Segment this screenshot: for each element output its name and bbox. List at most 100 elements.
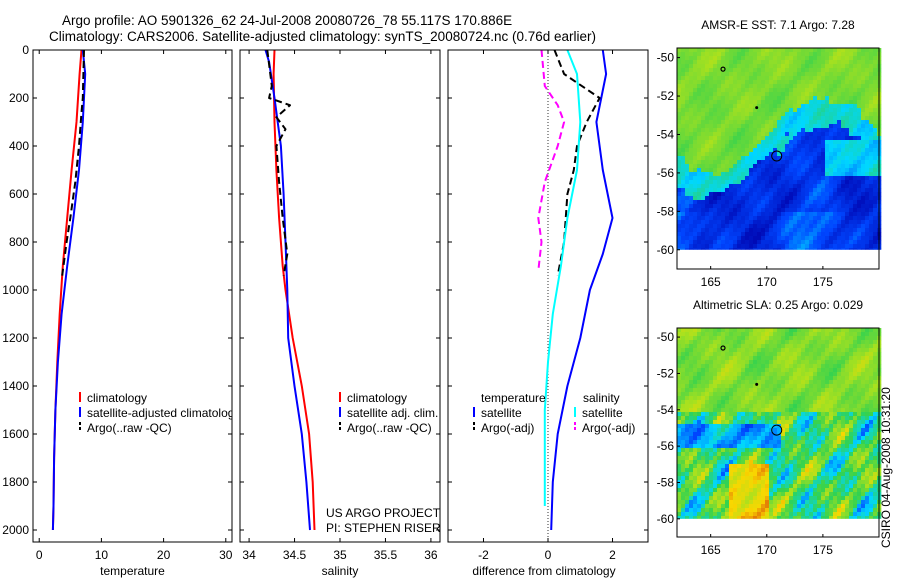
map-cell: [825, 196, 830, 201]
map-cell: [749, 108, 754, 113]
map-cell: [801, 128, 806, 133]
map-cell: [709, 76, 714, 81]
map-cell: [769, 432, 774, 437]
map-cell: [725, 64, 730, 69]
map-cell: [749, 328, 754, 333]
map-cell: [761, 120, 766, 125]
map-cell: [773, 208, 778, 213]
map-cell: [833, 348, 838, 353]
map-cell: [829, 412, 834, 417]
map-cell: [757, 384, 762, 389]
map-cell: [741, 212, 746, 217]
map-cell: [749, 412, 754, 417]
map-cell: [737, 404, 742, 409]
map-cell: [821, 84, 826, 89]
map-cell: [845, 200, 850, 205]
map-cell: [737, 180, 742, 185]
map-cell: [757, 184, 762, 189]
map-cell: [857, 372, 862, 377]
map-cell: [837, 468, 842, 473]
map-cell: [817, 132, 822, 137]
map-cell: [785, 424, 790, 429]
map-cell: [729, 136, 734, 141]
map-cell: [753, 88, 758, 93]
map-cell: [869, 352, 874, 357]
x-tick-label: 175: [813, 275, 833, 289]
map-cell: [733, 496, 738, 501]
map-cell: [789, 400, 794, 405]
map-cell: [865, 176, 870, 181]
map-cell: [765, 352, 770, 357]
map-cell: [689, 104, 694, 109]
map-cell: [693, 132, 698, 137]
map-cell: [681, 352, 686, 357]
map-cell: [709, 496, 714, 501]
map-cell: [741, 232, 746, 237]
map-cell: [837, 88, 842, 93]
map-cell: [869, 88, 874, 93]
map-cell: [805, 216, 810, 221]
map-cell: [797, 332, 802, 337]
map-cell: [749, 132, 754, 137]
map-cell: [853, 228, 858, 233]
map-cell: [697, 232, 702, 237]
map-cell: [829, 92, 834, 97]
map-cell: [773, 480, 778, 485]
map-cell: [741, 492, 746, 497]
map-cell: [781, 364, 786, 369]
map-cell: [721, 364, 726, 369]
map-cell: [853, 436, 858, 441]
map-cell: [793, 456, 798, 461]
map-cell: [805, 176, 810, 181]
map-cell: [865, 376, 870, 381]
map-cell: [813, 492, 818, 497]
map-cell: [873, 232, 878, 237]
map-cell: [813, 192, 818, 197]
map-cell: [809, 368, 814, 373]
map-cell: [821, 228, 826, 233]
map-cell: [709, 176, 714, 181]
map-cell: [749, 64, 754, 69]
map-cell: [809, 468, 814, 473]
map-cell: [697, 196, 702, 201]
map-cell: [853, 356, 858, 361]
map-cell: [833, 104, 838, 109]
map-cell: [737, 80, 742, 85]
map-cell: [809, 84, 814, 89]
map-cell: [857, 68, 862, 73]
map-cell: [721, 416, 726, 421]
map-cell: [737, 356, 742, 361]
map-cell: [681, 72, 686, 77]
map-cell: [813, 400, 818, 405]
figure-title-line2: Climatology: CARS2006. Satellite-adjuste…: [49, 29, 597, 44]
figure-title-line1: Argo profile: AO 5901326_62 24-Jul-2008 …: [62, 13, 513, 28]
map-cell: [837, 452, 842, 457]
map-cell: [833, 112, 838, 117]
map-cell: [729, 188, 734, 193]
map-cell: [785, 332, 790, 337]
map-cell: [813, 168, 818, 173]
map-cell: [849, 448, 854, 453]
map-cell: [809, 128, 814, 133]
map-cell: [853, 188, 858, 193]
map-cell: [765, 492, 770, 497]
map-cell: [857, 116, 862, 121]
map-cell: [757, 244, 762, 249]
map-cell: [737, 112, 742, 117]
map-cell: [853, 440, 858, 445]
map-cell: [705, 188, 710, 193]
map-cell: [841, 108, 846, 113]
map-cell: [689, 480, 694, 485]
map-cell: [817, 420, 822, 425]
map-cell: [781, 216, 786, 221]
map-cell: [865, 460, 870, 465]
map-cell: [765, 420, 770, 425]
map-cell: [809, 52, 814, 57]
map-cell: [865, 208, 870, 213]
map-cell: [733, 64, 738, 69]
map-cell: [745, 160, 750, 165]
map-cell: [873, 216, 878, 221]
map-cell: [681, 348, 686, 353]
map-cell: [781, 496, 786, 501]
map-cell: [709, 112, 714, 117]
